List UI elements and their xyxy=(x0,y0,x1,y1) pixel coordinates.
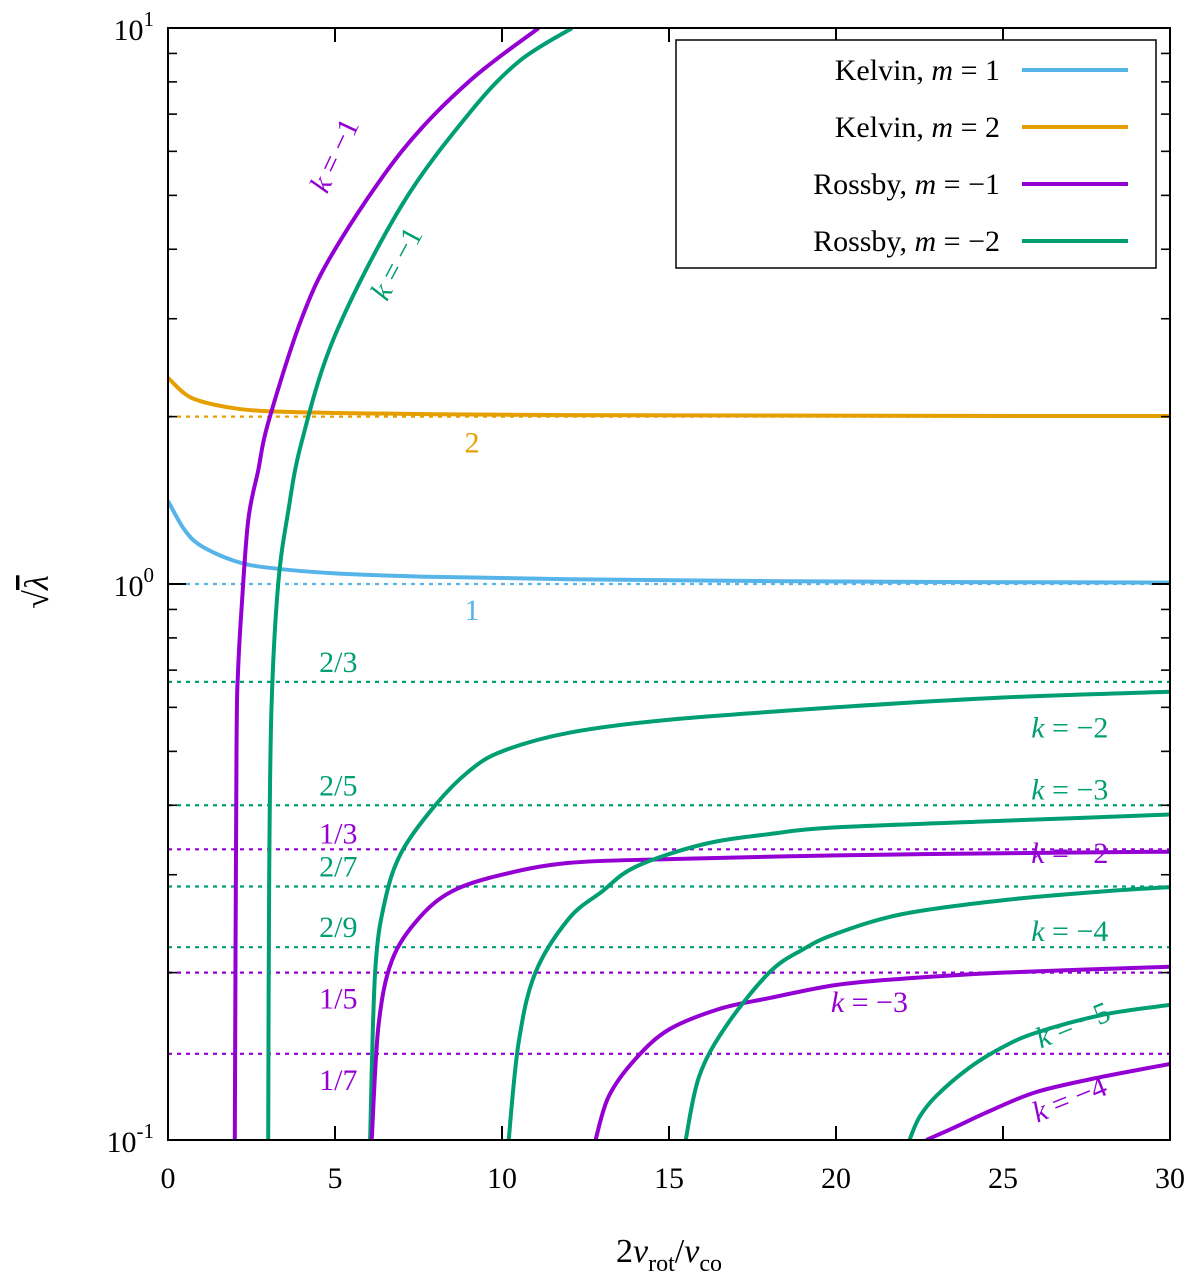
asymptote-lines: 2 1 2/3 2/5 1/32/7 2/9 1/5 1/7 xyxy=(168,415,1170,1097)
y-tick-base: 10 xyxy=(114,570,144,603)
x-title-sub: rot xyxy=(648,1251,675,1277)
k-annotation-value: = −4 xyxy=(1045,915,1109,948)
x-title-part: ν xyxy=(684,1233,700,1270)
k-annotation: k = −2 xyxy=(1031,711,1108,744)
legend-prefix: Rossby, xyxy=(813,168,914,201)
y-tick-label: 101 xyxy=(114,7,155,47)
legend-box xyxy=(675,39,1157,269)
k-annotation: k = −3 xyxy=(1031,773,1108,806)
y-tick-exponent: 1 xyxy=(144,7,155,31)
legend-value: = −2 xyxy=(936,225,1000,258)
y-tick-base: 10 xyxy=(107,1126,137,1159)
y-axis-title: √λ xyxy=(19,575,56,608)
k-annotation-var: k xyxy=(1031,711,1045,744)
asymptote-label: 2/3 xyxy=(319,646,357,679)
legend-prefix: Kelvin, xyxy=(835,111,932,144)
series-line xyxy=(683,885,1170,1140)
y-title-root: √ xyxy=(19,590,56,609)
k-annotation-value: = −1 xyxy=(370,222,429,294)
x-title-part: ν xyxy=(633,1233,649,1270)
legend-var: m xyxy=(931,54,953,87)
k-annotation-var: k xyxy=(1031,837,1045,870)
k-annotation-value: = −4 xyxy=(1040,1070,1112,1125)
legend-prefix: Kelvin, xyxy=(835,54,932,87)
series-line xyxy=(593,964,1170,1140)
y-tick-base: 10 xyxy=(114,14,144,47)
k-annotation: k = −5 xyxy=(1031,996,1115,1056)
k-annotation-value: = −2 xyxy=(1045,711,1109,744)
legend-label: Rossby, m = −1 xyxy=(813,168,1000,201)
asymptote-label: 2/9 xyxy=(319,911,357,944)
legend-var: m xyxy=(914,168,936,201)
y-tick-label: 100 xyxy=(114,563,155,603)
series-line xyxy=(368,689,1170,1140)
series-line xyxy=(168,376,1170,418)
series-line xyxy=(266,28,574,1140)
legend-var: m xyxy=(914,225,936,258)
asymptote-label: 2 xyxy=(464,427,479,460)
k-annotation-var: k xyxy=(1031,773,1045,806)
k-annotation-value: = −2 xyxy=(1045,837,1109,870)
asymptote-label: 2/7 xyxy=(319,851,357,884)
k-annotation: k = −1 xyxy=(303,114,366,198)
asymptote-label: 1/7 xyxy=(319,1064,357,1097)
x-title-part: / xyxy=(675,1233,685,1270)
series-line xyxy=(925,1062,1170,1140)
x-tick-label: 0 xyxy=(161,1162,176,1195)
k-annotation-value: = −1 xyxy=(309,114,366,186)
k-annotation: k = −3 xyxy=(831,986,908,1019)
y-tick-exponent: -1 xyxy=(137,1119,155,1143)
y-tick-label: 10-1 xyxy=(107,1119,155,1159)
x-tick-label: 10 xyxy=(487,1162,517,1195)
legend-label: Kelvin, m = 1 xyxy=(835,54,1000,87)
legend-value: = −1 xyxy=(936,168,1000,201)
x-tick-label: 30 xyxy=(1155,1162,1185,1195)
series-curves xyxy=(168,28,1170,1140)
x-tick-label: 20 xyxy=(821,1162,851,1195)
k-annotation: k = −4 xyxy=(1028,1070,1112,1130)
series-line xyxy=(168,500,1170,585)
k-annotation-value: = −5 xyxy=(1043,996,1115,1051)
x-tick-label: 5 xyxy=(328,1162,343,1195)
legend-value: = 2 xyxy=(953,111,1000,144)
legend-value: = 1 xyxy=(953,54,1000,87)
x-title-sub: co xyxy=(699,1251,722,1277)
legend-label: Kelvin, m = 2 xyxy=(835,111,1000,144)
k-annotation-var: k xyxy=(1031,915,1045,948)
x-title-part: 2 xyxy=(616,1233,633,1270)
legend-var: m xyxy=(931,111,953,144)
k-annotation: k = −4 xyxy=(1031,915,1108,948)
legend-prefix: Rossby, xyxy=(813,225,914,258)
asymptote-label: 1/5 xyxy=(319,983,357,1016)
k-annotation: k = −2 xyxy=(1031,837,1108,870)
series-line xyxy=(232,28,540,1140)
series-line xyxy=(506,812,1170,1140)
y-tick-exponent: 0 xyxy=(144,563,155,587)
y-title-lambda: λ xyxy=(19,575,56,591)
series-line xyxy=(369,849,1170,1140)
asymptote-label: 1/3 xyxy=(319,817,357,850)
series-line xyxy=(907,1002,1170,1140)
k-annotation-var: k xyxy=(831,986,845,1019)
x-axis-title: 2νrot/νco xyxy=(616,1233,722,1277)
asymptote-label: 2/5 xyxy=(319,769,357,802)
asymptote-label: 1 xyxy=(464,594,479,627)
x-tick-label: 15 xyxy=(654,1162,684,1195)
x-tick-label: 25 xyxy=(988,1162,1018,1195)
k-annotation-value: = −3 xyxy=(844,986,908,1019)
legend-label: Rossby, m = −2 xyxy=(813,225,1000,258)
k-annotation-value: = −3 xyxy=(1045,773,1109,806)
k-annotation: k = −1 xyxy=(364,222,429,306)
